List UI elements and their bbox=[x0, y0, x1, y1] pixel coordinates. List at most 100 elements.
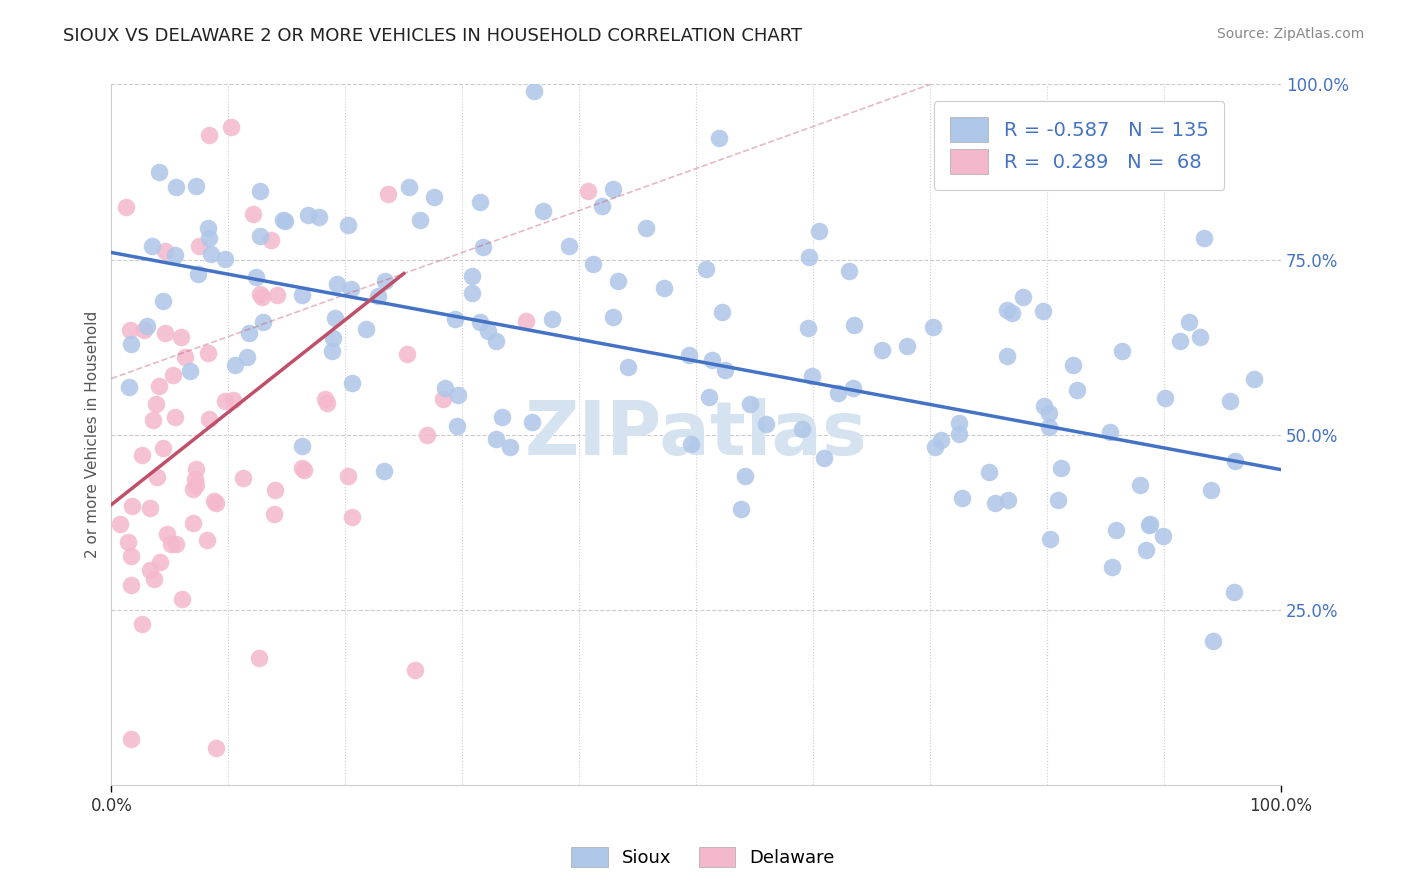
Point bbox=[755, 417, 778, 431]
Point bbox=[202, 494, 225, 508]
Point bbox=[713, 363, 735, 377]
Point bbox=[1152, 529, 1174, 543]
Text: SIOUX VS DELAWARE 2 OR MORE VEHICLES IN HOUSEHOLD CORRELATION CHART: SIOUX VS DELAWARE 2 OR MORE VEHICLES IN … bbox=[63, 27, 803, 45]
Point bbox=[799, 250, 821, 264]
Point bbox=[872, 343, 894, 357]
Point bbox=[162, 368, 184, 382]
Point bbox=[1192, 231, 1215, 245]
Legend: Sioux, Delaware: Sioux, Delaware bbox=[564, 839, 842, 874]
Point bbox=[790, 421, 813, 435]
Point bbox=[115, 200, 138, 214]
Point bbox=[250, 290, 273, 304]
Point bbox=[1219, 394, 1241, 409]
Point bbox=[801, 369, 824, 384]
Point bbox=[148, 165, 170, 179]
Point bbox=[120, 549, 142, 563]
Point bbox=[432, 392, 454, 406]
Legend: R = -0.587   N = 135, R =  0.289   N =  68: R = -0.587 N = 135, R = 0.289 N = 68 bbox=[934, 101, 1225, 190]
Point bbox=[541, 312, 564, 326]
Point bbox=[461, 268, 484, 283]
Point bbox=[1000, 306, 1022, 320]
Point bbox=[398, 180, 420, 194]
Point bbox=[602, 310, 624, 324]
Point bbox=[224, 358, 246, 372]
Point bbox=[1168, 334, 1191, 348]
Point bbox=[520, 415, 543, 429]
Point bbox=[948, 416, 970, 430]
Point bbox=[249, 287, 271, 301]
Point bbox=[204, 496, 226, 510]
Point bbox=[1066, 383, 1088, 397]
Point bbox=[470, 194, 492, 209]
Point bbox=[273, 213, 295, 227]
Point bbox=[813, 451, 835, 466]
Point bbox=[181, 482, 204, 496]
Point bbox=[702, 353, 724, 368]
Point bbox=[738, 397, 761, 411]
Point bbox=[152, 294, 174, 309]
Point bbox=[118, 323, 141, 337]
Point bbox=[145, 397, 167, 411]
Point bbox=[1038, 406, 1060, 420]
Point bbox=[342, 509, 364, 524]
Point bbox=[266, 288, 288, 302]
Point bbox=[1188, 330, 1211, 344]
Point bbox=[197, 345, 219, 359]
Point bbox=[187, 267, 209, 281]
Point bbox=[135, 318, 157, 333]
Point bbox=[1199, 483, 1222, 498]
Point bbox=[404, 664, 426, 678]
Point bbox=[291, 288, 314, 302]
Point bbox=[165, 180, 187, 194]
Point bbox=[155, 527, 177, 541]
Point bbox=[523, 85, 546, 99]
Point bbox=[591, 198, 613, 212]
Point bbox=[477, 324, 499, 338]
Point bbox=[152, 441, 174, 455]
Point bbox=[423, 190, 446, 204]
Point bbox=[1129, 478, 1152, 492]
Point bbox=[827, 386, 849, 401]
Point bbox=[271, 213, 294, 227]
Point bbox=[1223, 585, 1246, 599]
Point bbox=[1062, 359, 1084, 373]
Text: ZIPatlas: ZIPatlas bbox=[524, 398, 868, 471]
Point bbox=[155, 326, 177, 340]
Point bbox=[249, 184, 271, 198]
Point bbox=[654, 281, 676, 295]
Point bbox=[1111, 344, 1133, 359]
Point bbox=[929, 433, 952, 447]
Point bbox=[146, 470, 169, 484]
Point bbox=[461, 286, 484, 301]
Point bbox=[841, 381, 863, 395]
Point bbox=[314, 392, 336, 406]
Point bbox=[616, 359, 638, 374]
Point bbox=[108, 517, 131, 532]
Point bbox=[183, 472, 205, 486]
Point bbox=[995, 349, 1018, 363]
Point bbox=[321, 344, 343, 359]
Point bbox=[602, 182, 624, 196]
Point bbox=[200, 247, 222, 261]
Point bbox=[142, 413, 165, 427]
Point bbox=[232, 471, 254, 485]
Point bbox=[197, 220, 219, 235]
Point bbox=[1101, 560, 1123, 574]
Point bbox=[367, 288, 389, 302]
Point bbox=[1154, 391, 1177, 405]
Point bbox=[797, 321, 820, 335]
Point bbox=[252, 315, 274, 329]
Point bbox=[444, 312, 467, 326]
Point bbox=[323, 311, 346, 326]
Point bbox=[1038, 420, 1060, 434]
Point bbox=[297, 209, 319, 223]
Point bbox=[247, 650, 270, 665]
Point bbox=[634, 220, 657, 235]
Point bbox=[260, 233, 283, 247]
Point bbox=[1012, 289, 1035, 303]
Point bbox=[377, 187, 399, 202]
Point bbox=[204, 740, 226, 755]
Point bbox=[245, 269, 267, 284]
Point bbox=[131, 448, 153, 462]
Point bbox=[214, 394, 236, 409]
